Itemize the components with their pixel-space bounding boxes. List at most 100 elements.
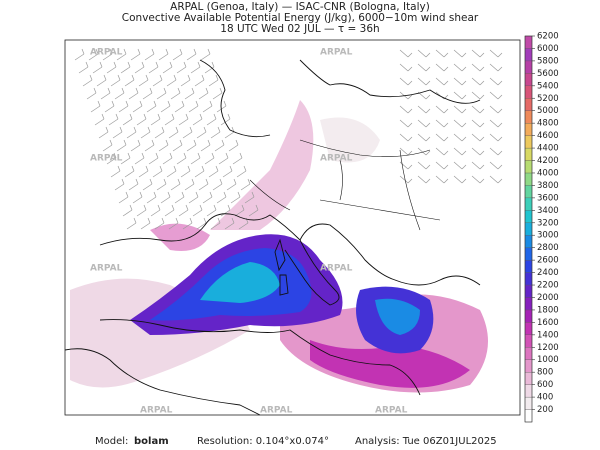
barb (399, 49, 409, 58)
barb (443, 164, 449, 170)
barb (407, 136, 413, 142)
colorbar-segment (524, 135, 533, 149)
barb (201, 165, 205, 172)
barb (177, 87, 181, 94)
colorbar-tick-label: 5400 (537, 81, 559, 91)
barb (489, 133, 499, 142)
barb (197, 152, 201, 159)
barb (479, 52, 485, 58)
barb (163, 87, 167, 94)
barb (497, 94, 503, 100)
barb (188, 105, 199, 113)
barb (90, 105, 101, 113)
barb (217, 217, 221, 224)
barb (153, 100, 157, 107)
barb (160, 105, 171, 113)
barb (417, 49, 427, 58)
barb (103, 74, 107, 81)
barb (121, 178, 125, 185)
barb (479, 94, 485, 100)
barb (479, 108, 485, 114)
watermark: ARPAL (375, 406, 408, 416)
barb (489, 175, 499, 184)
barb (181, 100, 185, 107)
colorbar-frame (524, 35, 533, 423)
barb (443, 136, 449, 142)
barb (497, 108, 503, 114)
barb (153, 191, 157, 198)
barb (443, 80, 449, 86)
barb (151, 48, 155, 55)
barb (78, 66, 89, 74)
footer-analysis: Analysis: Tue 06Z01JUL2025 (355, 436, 497, 447)
barb (453, 105, 463, 114)
barb (148, 157, 159, 165)
barb (407, 80, 413, 86)
barb (189, 126, 193, 133)
barb (108, 118, 119, 126)
barb (243, 165, 247, 172)
barb (425, 122, 431, 128)
barb (443, 122, 449, 128)
barb (471, 161, 481, 170)
barb (198, 183, 209, 191)
barb (425, 136, 431, 142)
barb (235, 139, 239, 146)
colorbar-tick-label: 400 (537, 393, 553, 403)
barb (417, 175, 427, 184)
barb (194, 79, 205, 87)
barb (203, 126, 207, 133)
barb (111, 100, 115, 107)
barb (183, 152, 187, 159)
barb (417, 77, 427, 86)
barb (106, 157, 117, 165)
barb (227, 204, 231, 211)
barb (99, 61, 103, 68)
colorbar-tick-label: 1200 (537, 343, 559, 353)
colorbar-segment (524, 322, 533, 335)
barb (202, 196, 213, 204)
cape-shade (150, 223, 210, 251)
colorbar-tick-label: 1800 (537, 305, 559, 315)
watermarks: ARPAL ARPAL ARPAL ARPAL ARPAL ARPAL ARPA… (90, 48, 408, 416)
barb (187, 74, 191, 81)
barb (147, 126, 151, 133)
barb (172, 144, 183, 152)
barb (453, 49, 463, 58)
barb (127, 152, 131, 159)
barb (177, 178, 181, 185)
colorbar-segment (524, 185, 533, 199)
watermark: ARPAL (90, 154, 123, 164)
barb (244, 196, 255, 204)
cape-shade (200, 262, 280, 303)
barb (151, 139, 155, 146)
barb (145, 165, 149, 172)
barb (241, 204, 245, 211)
barb (149, 87, 153, 94)
colorbar-segment (524, 247, 533, 261)
barb (104, 105, 115, 113)
barb (138, 79, 149, 87)
barb (248, 209, 259, 217)
barb (185, 113, 189, 120)
barb (131, 165, 135, 172)
colorbar-tick-label: 2200 (537, 281, 559, 291)
barb (210, 222, 221, 230)
barb (136, 118, 147, 126)
barb (139, 191, 143, 198)
barb (209, 191, 213, 198)
barb (497, 80, 503, 86)
barb (192, 209, 203, 217)
barb (479, 66, 485, 72)
watermark: ARPAL (90, 48, 123, 58)
barb (417, 147, 427, 156)
barb (226, 183, 237, 191)
barb (231, 217, 235, 224)
barb (206, 209, 217, 217)
barb (152, 170, 163, 178)
barb (94, 118, 105, 126)
barb (182, 222, 193, 230)
colorbar-segment (524, 347, 533, 360)
barb (461, 80, 467, 86)
